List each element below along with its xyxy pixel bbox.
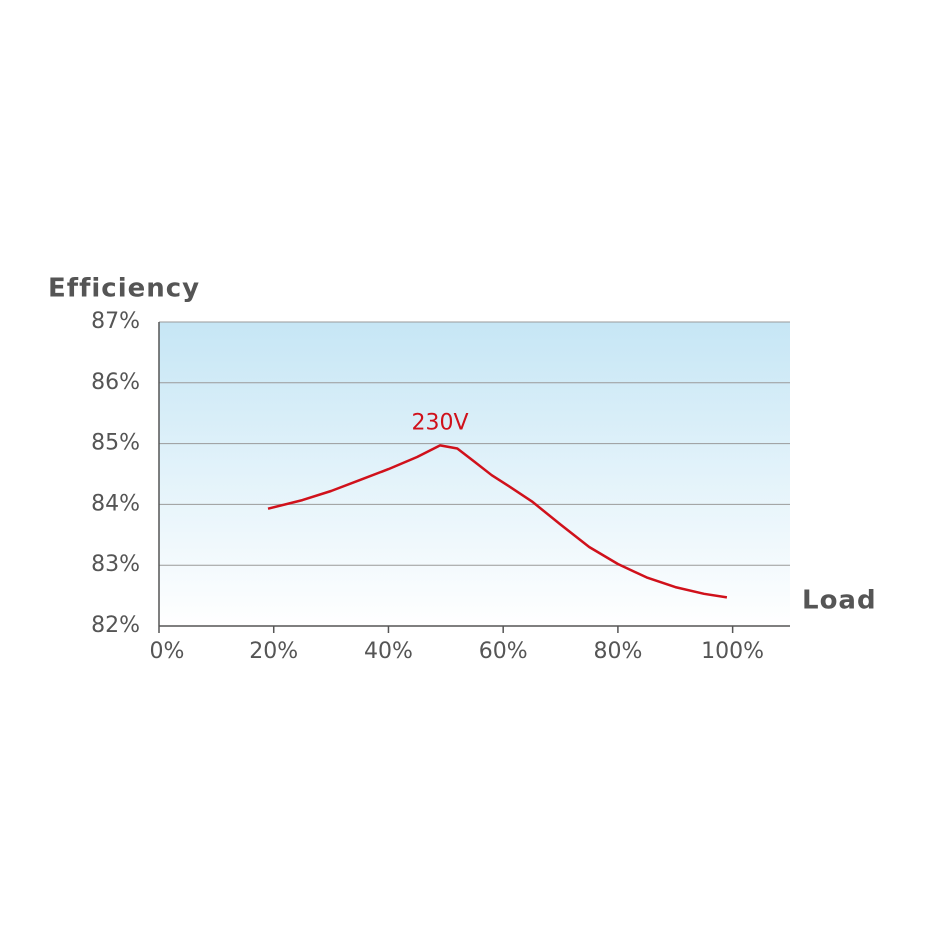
x-tick-label: 40% [364, 639, 413, 664]
y-tick-label: 83% [91, 552, 140, 577]
y-tick-label: 85% [91, 431, 140, 456]
plot-background [159, 322, 790, 626]
x-axis-title: Load [802, 586, 877, 616]
y-axis-title: Efficiency [48, 274, 200, 304]
y-tick-label: 87% [91, 309, 140, 334]
y-tick-label: 86% [91, 370, 140, 395]
y-tick-label: 84% [91, 491, 140, 516]
x-tick-label: 60% [479, 639, 528, 664]
series-label: 230V [412, 410, 469, 435]
x-tick-label: 100% [701, 639, 764, 664]
x-tick-label: 0% [150, 639, 185, 664]
x-tick-label: 80% [593, 639, 642, 664]
series-line [267, 444, 728, 599]
x-tick-label: 20% [249, 639, 298, 664]
y-tick-label: 82% [91, 613, 140, 638]
